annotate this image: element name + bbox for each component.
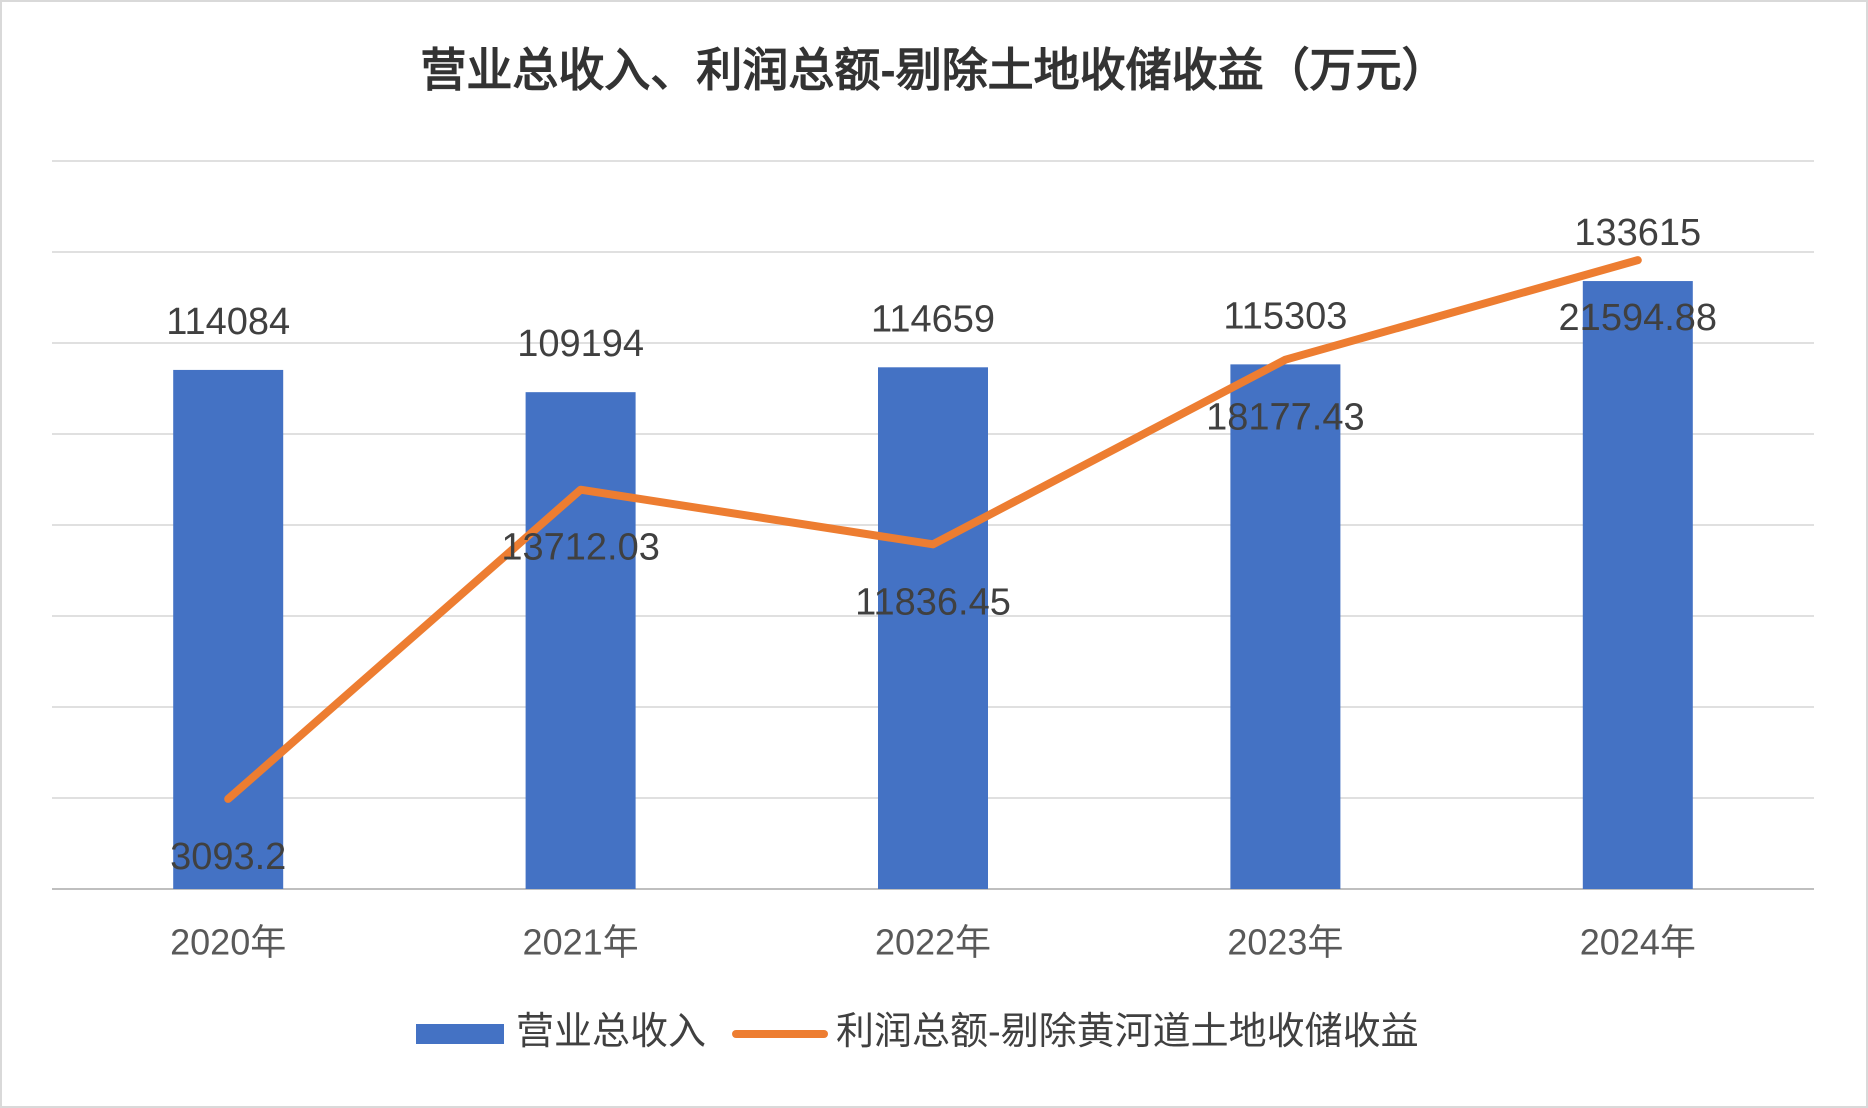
- bar: [525, 392, 636, 889]
- legend-swatch: [416, 1024, 504, 1044]
- data-label: 11836.45: [855, 581, 1011, 623]
- x-tick-label: 2024年: [1580, 922, 1696, 963]
- data-label: 133615: [1574, 212, 1701, 254]
- x-tick-label: 2020年: [170, 922, 286, 963]
- legend-label: 利润总额-剔除黄河道土地收储收益: [836, 1011, 1419, 1053]
- data-label: 21594.88: [1559, 297, 1718, 339]
- x-tick-label: 2023年: [1227, 922, 1343, 963]
- data-label: 13712.03: [501, 527, 660, 569]
- data-label: 114659: [871, 298, 995, 340]
- legend-label: 营业总收入: [516, 1011, 706, 1053]
- chart-title: 营业总收入、利润总额-剔除土地收储收益（万元）: [420, 44, 1447, 96]
- x-tick-label: 2021年: [523, 922, 639, 963]
- data-label: 114084: [166, 301, 290, 343]
- line: [224, 256, 1642, 803]
- bar: [173, 369, 284, 889]
- x-tick-label: 2022年: [875, 922, 991, 963]
- bar: [1582, 281, 1693, 889]
- data-label: 18177.43: [1206, 397, 1365, 439]
- data-label: 109194: [517, 323, 644, 365]
- data-label: 3093.2: [170, 836, 286, 878]
- data-label: 115303: [1223, 295, 1347, 337]
- bar: [1230, 364, 1341, 889]
- bar: [878, 367, 988, 890]
